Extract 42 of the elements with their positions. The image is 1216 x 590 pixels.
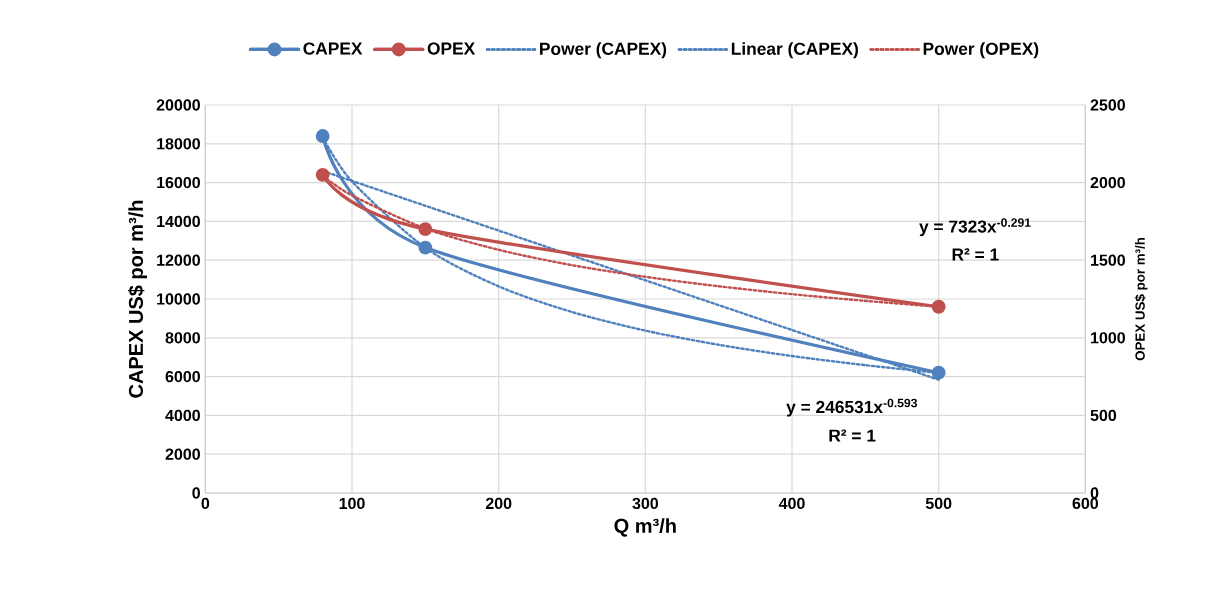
legend-label: Power (CAPEX) [540,42,667,59]
y2-tick-label: 1500 [1091,254,1125,266]
y2-tick-label: 500 [1090,409,1117,422]
y-axis-title: CAPEX US$ por m³/h [127,200,147,398]
annotation: R² = 1 [829,429,876,442]
y2-tick-label: 1000 [1091,332,1125,344]
y-tick-label: 18000 [157,138,200,150]
x-tick-label: 400 [778,497,805,510]
point [315,129,330,143]
x-tick-label: 500 [925,497,952,510]
legend-label: Linear (CAPEX) [731,42,858,59]
point [418,240,433,255]
point [931,299,946,314]
legend-label: OPEX [427,42,476,55]
y2-tick-label: 2000 [1090,176,1125,189]
y-tick-label: 10000 [157,293,200,305]
y-tick-label: 2000 [165,448,200,460]
x-tick-label: 200 [485,497,512,510]
y-tick-label: 20000 [156,99,200,111]
legend-label: CAPEX [303,42,363,55]
legend-label: Power (OPEX) [923,42,1039,59]
x-tick-label: 600 [1072,497,1099,510]
point [315,167,330,182]
y-tick-label: 16000 [157,176,200,189]
point [931,365,946,380]
y2-tick-label: 0 [1090,487,1099,499]
annotation: y = 7323x$^{-0.291}$ [919,218,1031,237]
y-tick-label: 6000 [165,370,200,383]
y2-tick-label: 2500 [1090,99,1125,111]
point [418,222,433,237]
y-tick-label: 12000 [157,254,200,266]
y-tick-label: 0 [192,487,200,499]
x-tick-label: 100 [339,497,365,510]
y2-axis-title: OPEX US$ por m³/h [1134,237,1148,361]
y-tick-label: 4000 [165,409,200,422]
annotation: y = 246531x$^{-0.593}$ [786,398,918,417]
x-axis-title: Q m³/h [614,518,676,537]
y-tick-label: 14000 [157,215,200,228]
x-tick-label: 300 [632,497,659,510]
y-tick-label: 8000 [165,332,200,344]
annotation: R² = 1 [952,248,999,261]
x-tick-label: 0 [201,497,210,510]
